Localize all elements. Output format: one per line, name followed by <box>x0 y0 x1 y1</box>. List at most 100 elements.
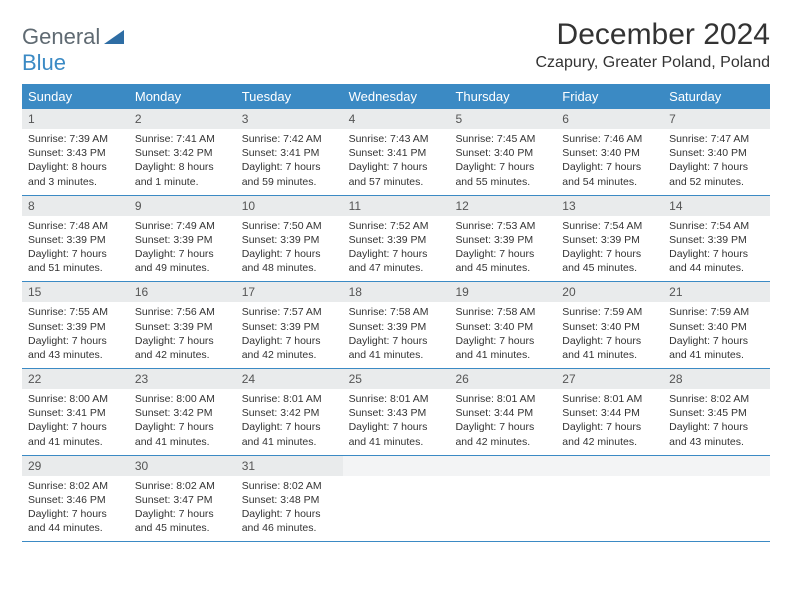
day-cell: 20Sunrise: 7:59 AMSunset: 3:40 PMDayligh… <box>556 282 663 368</box>
daylight-text: Daylight: 7 hours and 45 minutes. <box>455 247 550 275</box>
sunset-text: Sunset: 3:40 PM <box>669 320 764 334</box>
sunrise-text: Sunrise: 7:45 AM <box>455 132 550 146</box>
sunset-text: Sunset: 3:39 PM <box>135 320 230 334</box>
day-cell: 13Sunrise: 7:54 AMSunset: 3:39 PMDayligh… <box>556 196 663 282</box>
day-cell: 12Sunrise: 7:53 AMSunset: 3:39 PMDayligh… <box>449 196 556 282</box>
sunset-text: Sunset: 3:39 PM <box>349 320 444 334</box>
sunset-text: Sunset: 3:42 PM <box>135 146 230 160</box>
daylight-text: Daylight: 7 hours and 46 minutes. <box>242 507 337 535</box>
sunset-text: Sunset: 3:41 PM <box>349 146 444 160</box>
day-cell: 11Sunrise: 7:52 AMSunset: 3:39 PMDayligh… <box>343 196 450 282</box>
day-number: 18 <box>343 282 450 302</box>
triangle-icon <box>104 31 124 48</box>
sunset-text: Sunset: 3:45 PM <box>669 406 764 420</box>
logo: General Blue <box>22 24 126 76</box>
day-cell: 2Sunrise: 7:41 AMSunset: 3:42 PMDaylight… <box>129 109 236 195</box>
daylight-text: Daylight: 7 hours and 42 minutes. <box>455 420 550 448</box>
sunset-text: Sunset: 3:42 PM <box>135 406 230 420</box>
day-cell: 6Sunrise: 7:46 AMSunset: 3:40 PMDaylight… <box>556 109 663 195</box>
day-content: Sunrise: 7:53 AMSunset: 3:39 PMDaylight:… <box>449 216 556 282</box>
daylight-text: Daylight: 7 hours and 42 minutes. <box>135 334 230 362</box>
day-content: Sunrise: 7:58 AMSunset: 3:40 PMDaylight:… <box>449 302 556 368</box>
day-content: Sunrise: 8:02 AMSunset: 3:47 PMDaylight:… <box>129 476 236 542</box>
day-number: 7 <box>663 109 770 129</box>
day-number: 28 <box>663 369 770 389</box>
month-title: December 2024 <box>536 18 771 52</box>
day-cell <box>663 456 770 542</box>
sunset-text: Sunset: 3:40 PM <box>562 146 657 160</box>
day-content: Sunrise: 7:39 AMSunset: 3:43 PMDaylight:… <box>22 129 129 195</box>
sunrise-text: Sunrise: 7:54 AM <box>669 219 764 233</box>
day-cell <box>556 456 663 542</box>
daylight-text: Daylight: 7 hours and 41 minutes. <box>349 420 444 448</box>
day-content: Sunrise: 8:02 AMSunset: 3:48 PMDaylight:… <box>236 476 343 542</box>
day-header: Tuesday <box>236 84 343 109</box>
sunrise-text: Sunrise: 7:46 AM <box>562 132 657 146</box>
day-content: Sunrise: 7:59 AMSunset: 3:40 PMDaylight:… <box>663 302 770 368</box>
day-cell: 21Sunrise: 7:59 AMSunset: 3:40 PMDayligh… <box>663 282 770 368</box>
sunset-text: Sunset: 3:39 PM <box>562 233 657 247</box>
day-cell: 10Sunrise: 7:50 AMSunset: 3:39 PMDayligh… <box>236 196 343 282</box>
location: Czapury, Greater Poland, Poland <box>536 54 771 72</box>
day-number: 10 <box>236 196 343 216</box>
daylight-text: Daylight: 7 hours and 49 minutes. <box>135 247 230 275</box>
day-number: 19 <box>449 282 556 302</box>
daylight-text: Daylight: 7 hours and 41 minutes. <box>28 420 123 448</box>
day-headers-row: Sunday Monday Tuesday Wednesday Thursday… <box>22 84 770 109</box>
day-number: 26 <box>449 369 556 389</box>
sunrise-text: Sunrise: 7:42 AM <box>242 132 337 146</box>
day-content: Sunrise: 7:41 AMSunset: 3:42 PMDaylight:… <box>129 129 236 195</box>
sunset-text: Sunset: 3:42 PM <box>242 406 337 420</box>
sunrise-text: Sunrise: 7:41 AM <box>135 132 230 146</box>
daylight-text: Daylight: 7 hours and 41 minutes. <box>455 334 550 362</box>
day-number: 14 <box>663 196 770 216</box>
day-number: 27 <box>556 369 663 389</box>
day-number: 6 <box>556 109 663 129</box>
sunset-text: Sunset: 3:46 PM <box>28 493 123 507</box>
day-number: 3 <box>236 109 343 129</box>
weeks-container: 1Sunrise: 7:39 AMSunset: 3:43 PMDaylight… <box>22 109 770 542</box>
sunrise-text: Sunrise: 8:02 AM <box>28 479 123 493</box>
week-row: 15Sunrise: 7:55 AMSunset: 3:39 PMDayligh… <box>22 282 770 369</box>
daylight-text: Daylight: 8 hours and 3 minutes. <box>28 160 123 188</box>
day-number: 24 <box>236 369 343 389</box>
sunset-text: Sunset: 3:39 PM <box>28 233 123 247</box>
day-cell: 25Sunrise: 8:01 AMSunset: 3:43 PMDayligh… <box>343 369 450 455</box>
day-number: 9 <box>129 196 236 216</box>
day-number: 11 <box>343 196 450 216</box>
day-cell: 19Sunrise: 7:58 AMSunset: 3:40 PMDayligh… <box>449 282 556 368</box>
daylight-text: Daylight: 7 hours and 48 minutes. <box>242 247 337 275</box>
day-number: 15 <box>22 282 129 302</box>
day-number: 22 <box>22 369 129 389</box>
sunrise-text: Sunrise: 7:43 AM <box>349 132 444 146</box>
daylight-text: Daylight: 7 hours and 41 minutes. <box>669 334 764 362</box>
sunset-text: Sunset: 3:44 PM <box>562 406 657 420</box>
sunset-text: Sunset: 3:44 PM <box>455 406 550 420</box>
sunset-text: Sunset: 3:39 PM <box>242 320 337 334</box>
day-cell: 26Sunrise: 8:01 AMSunset: 3:44 PMDayligh… <box>449 369 556 455</box>
day-cell: 14Sunrise: 7:54 AMSunset: 3:39 PMDayligh… <box>663 196 770 282</box>
day-header: Thursday <box>449 84 556 109</box>
daylight-text: Daylight: 7 hours and 43 minutes. <box>669 420 764 448</box>
day-cell: 17Sunrise: 7:57 AMSunset: 3:39 PMDayligh… <box>236 282 343 368</box>
day-number: 23 <box>129 369 236 389</box>
day-number: 5 <box>449 109 556 129</box>
daylight-text: Daylight: 7 hours and 41 minutes. <box>135 420 230 448</box>
day-cell: 29Sunrise: 8:02 AMSunset: 3:46 PMDayligh… <box>22 456 129 542</box>
day-cell: 4Sunrise: 7:43 AMSunset: 3:41 PMDaylight… <box>343 109 450 195</box>
day-cell <box>343 456 450 542</box>
day-number: 2 <box>129 109 236 129</box>
sunset-text: Sunset: 3:47 PM <box>135 493 230 507</box>
empty-day-content <box>343 476 450 542</box>
day-cell: 30Sunrise: 8:02 AMSunset: 3:47 PMDayligh… <box>129 456 236 542</box>
sunrise-text: Sunrise: 8:00 AM <box>28 392 123 406</box>
day-content: Sunrise: 7:48 AMSunset: 3:39 PMDaylight:… <box>22 216 129 282</box>
sunrise-text: Sunrise: 8:00 AM <box>135 392 230 406</box>
day-number: 1 <box>22 109 129 129</box>
logo-text: General Blue <box>22 24 126 76</box>
day-content: Sunrise: 7:55 AMSunset: 3:39 PMDaylight:… <box>22 302 129 368</box>
day-content: Sunrise: 8:00 AMSunset: 3:41 PMDaylight:… <box>22 389 129 455</box>
day-content: Sunrise: 7:56 AMSunset: 3:39 PMDaylight:… <box>129 302 236 368</box>
daylight-text: Daylight: 7 hours and 59 minutes. <box>242 160 337 188</box>
daylight-text: Daylight: 7 hours and 41 minutes. <box>349 334 444 362</box>
